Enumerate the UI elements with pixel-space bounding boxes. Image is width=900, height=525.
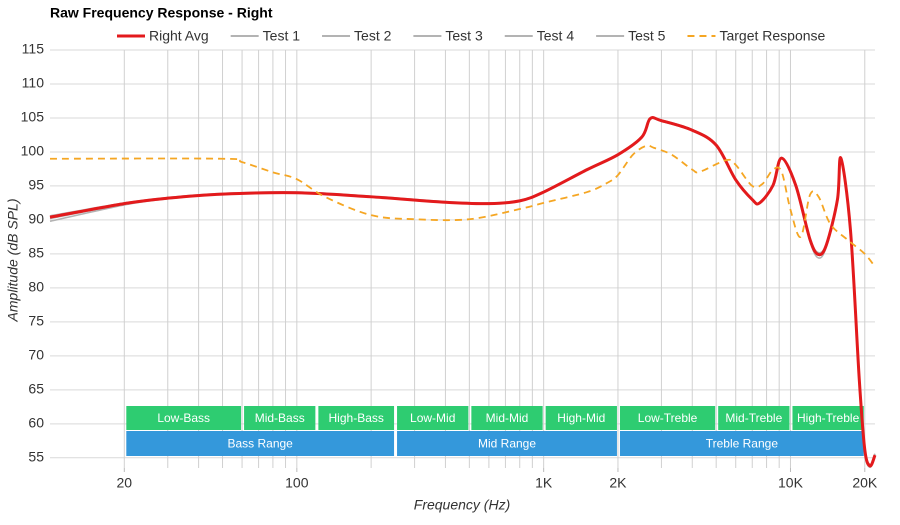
band-label: High-Treble — [797, 411, 860, 425]
band-label: Low-Treble — [638, 411, 698, 425]
y-tick-label: 75 — [28, 313, 44, 329]
band — [126, 406, 242, 430]
band-label: Low-Bass — [157, 411, 210, 425]
y-axis-title: Amplitude (dB SPL) — [5, 199, 21, 323]
legend-label: Test 3 — [445, 28, 483, 44]
chart-title: Raw Frequency Response - Right — [50, 5, 273, 21]
y-tick-label: 70 — [28, 347, 44, 363]
y-tick-label: 80 — [28, 279, 44, 295]
y-tick-label: 60 — [28, 415, 44, 431]
legend-label: Test 4 — [537, 28, 575, 44]
band-label: Mid-Bass — [255, 411, 305, 425]
x-tick-label: 2K — [609, 475, 627, 491]
x-tick-label: 10K — [778, 475, 804, 491]
x-tick-label: 1K — [535, 475, 553, 491]
legend-label: Test 5 — [628, 28, 666, 44]
band — [718, 406, 790, 430]
y-tick-label: 90 — [28, 211, 44, 227]
y-tick-label: 100 — [21, 143, 45, 159]
band — [471, 406, 543, 430]
x-axis-title: Frequency (Hz) — [414, 497, 510, 513]
band — [619, 406, 716, 430]
band-label: Mid-Mid — [486, 411, 529, 425]
legend-label: Right Avg — [149, 28, 209, 44]
legend-label: Target Response — [719, 28, 825, 44]
y-tick-label: 95 — [28, 177, 44, 193]
band — [318, 406, 395, 430]
band-label: Low-Mid — [410, 411, 455, 425]
x-tick-label: 20 — [117, 475, 133, 491]
band — [545, 406, 617, 430]
band — [619, 431, 864, 456]
y-tick-label: 85 — [28, 245, 44, 261]
legend-label: Test 1 — [263, 28, 301, 44]
legend-label: Test 2 — [354, 28, 392, 44]
y-tick-label: 65 — [28, 381, 44, 397]
band — [397, 406, 469, 430]
band-label: Bass Range — [227, 437, 293, 451]
band-label: Mid Range — [478, 437, 536, 451]
series-line — [49, 116, 877, 468]
band — [792, 406, 864, 430]
y-tick-label: 105 — [21, 109, 45, 125]
band — [126, 431, 395, 456]
band — [244, 406, 316, 430]
band-label: Mid-Treble — [725, 411, 782, 425]
band-label: High-Bass — [329, 411, 384, 425]
band — [397, 431, 617, 456]
y-tick-label: 55 — [28, 449, 44, 465]
y-tick-label: 110 — [22, 75, 45, 91]
x-tick-label: 100 — [285, 475, 309, 491]
band-label: High-Mid — [557, 411, 605, 425]
x-tick-label: 20K — [852, 475, 878, 491]
y-tick-label: 115 — [22, 41, 45, 57]
series-line — [49, 144, 876, 268]
band-label: Treble Range — [706, 437, 779, 451]
